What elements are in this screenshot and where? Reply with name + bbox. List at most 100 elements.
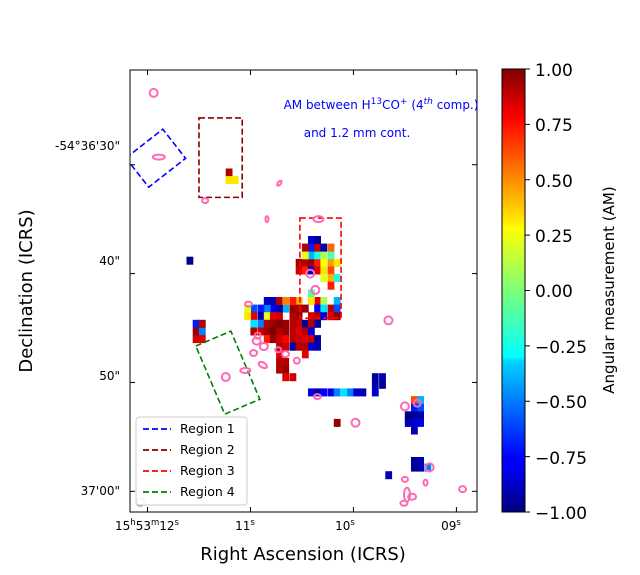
continuum-contour bbox=[292, 356, 301, 365]
am-pixel bbox=[276, 312, 283, 321]
continuum-contour bbox=[276, 179, 283, 187]
am-pixel bbox=[417, 411, 424, 420]
am-pixel bbox=[250, 327, 258, 336]
colorbar-tick-label: 0.50 bbox=[535, 172, 573, 192]
am-pixel bbox=[404, 411, 412, 420]
y-tick-labels: -54°36'30" 40" 50" 37'00" bbox=[55, 139, 120, 498]
am-pixel bbox=[289, 312, 297, 321]
y-tick-label: -54°36'30" bbox=[55, 139, 120, 153]
colorbar-ticks bbox=[525, 68, 530, 513]
am-pixel bbox=[301, 304, 309, 313]
am-pixel bbox=[192, 327, 200, 336]
am-pixel bbox=[282, 335, 290, 344]
x-tick-label-09s: 09s bbox=[441, 518, 461, 533]
am-pixel bbox=[276, 335, 283, 344]
annotation-line-1: AM between H13CO+ (4th comp.) bbox=[284, 97, 479, 112]
am-pixel bbox=[308, 388, 315, 397]
am-pixel bbox=[308, 297, 315, 305]
x-tick-label-10s: 10s bbox=[335, 518, 355, 533]
am-pixel bbox=[269, 327, 277, 336]
continuum-contour bbox=[424, 462, 435, 473]
am-pixel bbox=[320, 297, 328, 305]
x-tick-label-seconds: 11 bbox=[235, 519, 250, 533]
am-pixel bbox=[186, 256, 194, 265]
y-tick-label: 37'00" bbox=[81, 484, 120, 498]
am-pixel bbox=[282, 365, 290, 374]
am-pixel bbox=[301, 350, 309, 359]
colorbar-tick-label: −0.50 bbox=[535, 393, 587, 413]
legend-label-region-4: Region 4 bbox=[180, 484, 235, 499]
continuum-contour bbox=[407, 492, 418, 501]
continuum-contour bbox=[458, 485, 468, 494]
am-pixel bbox=[320, 251, 328, 260]
am-pixel bbox=[333, 388, 341, 397]
y-tick-label: 40" bbox=[99, 254, 120, 268]
am-pixel bbox=[379, 380, 386, 389]
am-pixel bbox=[411, 457, 418, 465]
am-pixel bbox=[257, 312, 265, 321]
am-pixel bbox=[314, 319, 321, 328]
am-pixel bbox=[411, 403, 418, 412]
am-pixel bbox=[320, 266, 328, 275]
am-pixel bbox=[269, 335, 277, 344]
continuum-contour bbox=[274, 346, 283, 354]
am-pixel bbox=[417, 403, 424, 412]
am-pixel bbox=[314, 236, 321, 244]
am-pixel bbox=[263, 319, 271, 328]
am-pixel bbox=[289, 342, 297, 351]
y-axis-label: Declination (ICRS) bbox=[16, 209, 37, 372]
annotation-open: (4 bbox=[408, 98, 424, 112]
am-pixel bbox=[320, 312, 328, 321]
am-pixel bbox=[327, 388, 335, 397]
continuum-contour bbox=[305, 268, 316, 279]
am-pixel bbox=[225, 176, 233, 185]
continuum-contour bbox=[312, 393, 322, 401]
continuum-contour bbox=[264, 215, 270, 224]
colorbar-tick-label: −1.00 bbox=[535, 504, 587, 524]
am-pixel bbox=[385, 471, 393, 480]
am-pixel bbox=[269, 319, 277, 328]
continuum-contour bbox=[312, 215, 325, 224]
x-tick-labels: 15h53m12s 11s 10s 09s bbox=[115, 518, 461, 533]
continuum-contour bbox=[399, 499, 409, 507]
am-pixel bbox=[314, 251, 321, 260]
x-tick-label-seconds: 09 bbox=[441, 519, 456, 533]
colorbar-tick-label: −0.75 bbox=[535, 449, 587, 469]
legend-box bbox=[135, 416, 248, 506]
am-pixel bbox=[314, 312, 321, 321]
am-pixel bbox=[257, 319, 265, 328]
am-pixel bbox=[320, 304, 328, 313]
annotation-close: comp.) bbox=[433, 98, 479, 112]
continuum-contour bbox=[201, 197, 210, 205]
am-pixel bbox=[282, 327, 290, 336]
am-pixel bbox=[295, 319, 303, 328]
annotation-isotope: 13 bbox=[371, 97, 382, 107]
x-tick-label-hours: 15 bbox=[115, 519, 130, 533]
am-pixel bbox=[327, 304, 335, 313]
am-pixel bbox=[276, 365, 283, 374]
region-4-box bbox=[194, 330, 261, 416]
am-pixel bbox=[320, 388, 328, 397]
am-pixel bbox=[314, 335, 321, 344]
am-pixel bbox=[192, 335, 200, 344]
am-pixel bbox=[308, 335, 315, 344]
am-pixel bbox=[411, 463, 418, 472]
am-pixel bbox=[314, 342, 321, 351]
am-heatmap-pixels bbox=[186, 168, 432, 480]
continuum-contour bbox=[412, 398, 422, 408]
x-tick-label-seconds: 12 bbox=[159, 519, 174, 533]
am-pixel bbox=[371, 388, 379, 397]
am-pixel bbox=[353, 388, 361, 397]
legend-label-region-3: Region 3 bbox=[180, 463, 235, 478]
am-pixel bbox=[269, 304, 277, 313]
continuum-contour bbox=[258, 342, 269, 352]
annotation-charge: + bbox=[400, 97, 408, 107]
am-pixel bbox=[301, 342, 309, 351]
am-pixel bbox=[333, 297, 341, 305]
continuum-contour bbox=[399, 401, 410, 412]
continuum-contour bbox=[310, 284, 321, 295]
am-pixel bbox=[314, 388, 321, 397]
am-pixel bbox=[276, 327, 283, 336]
am-pixel bbox=[282, 342, 290, 351]
am-pixel bbox=[314, 258, 321, 267]
